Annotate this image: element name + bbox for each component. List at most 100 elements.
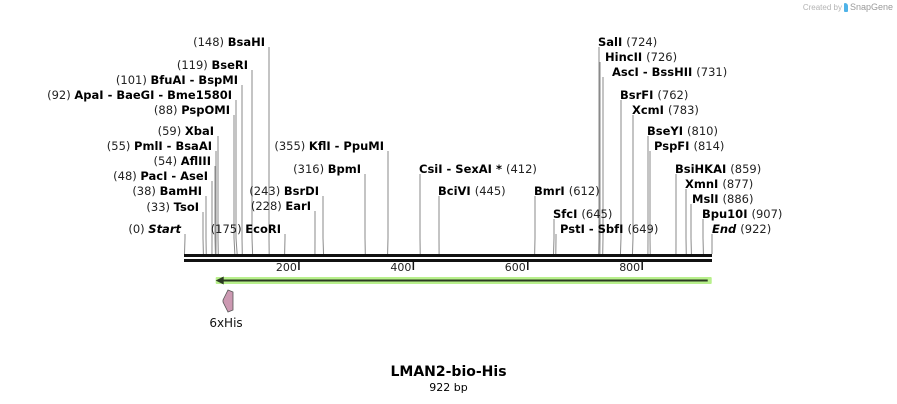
enzyme-site[interactable]: PstI - SbfI (649) (560, 222, 658, 236)
enzyme-label: CsiI - SexAI * (412) (419, 162, 537, 176)
his-tag-feature[interactable] (222, 289, 234, 313)
enzyme-site[interactable]: AscI - BssHII (731) (612, 65, 727, 79)
enzyme-site[interactable]: XmnI (877) (685, 177, 753, 191)
enzyme-label: (355) KflI - PpuMI (274, 139, 384, 153)
cut-site-line (184, 234, 186, 255)
cut-site-line (631, 115, 634, 255)
site-position: (355) (274, 139, 309, 153)
enzyme-site[interactable]: SalI (724) (598, 35, 657, 49)
enzyme-label: BsiHKAI (859) (675, 162, 761, 176)
enzyme-name: BseRI (211, 58, 248, 72)
enzyme-label: BmrI (612) (534, 184, 600, 198)
enzyme-site[interactable]: XcmI (783) (632, 103, 699, 117)
enzyme-site[interactable]: (316) BpmI (293, 162, 361, 176)
site-position: (175) (211, 222, 246, 236)
enzyme-site[interactable]: (92) ApaI - BaeGI - Bme1580I (47, 88, 232, 102)
enzyme-label: (38) BamHI (132, 184, 202, 198)
cut-site-line (235, 100, 238, 255)
site-position: (316) (293, 162, 328, 176)
enzyme-site[interactable]: BciVI (445) (438, 184, 506, 198)
site-position: (814) (693, 139, 724, 153)
snapgene-logo-icon (843, 2, 848, 12)
enzyme-name: BsrDI (284, 184, 319, 198)
enzyme-name: PmlI - BsaAI (134, 139, 212, 153)
sequence-title: LMAN2-bio-His (390, 364, 507, 380)
enzyme-site[interactable]: (33) TsoI (146, 200, 199, 214)
enzyme-site[interactable]: (101) BfuAI - BspMI (116, 73, 238, 87)
enzyme-site[interactable]: (48) PacI - AseI (113, 169, 208, 183)
enzyme-name: SalI (598, 35, 626, 49)
enzyme-site[interactable]: SfcI (645) (553, 207, 612, 221)
site-position: (0) (128, 222, 148, 236)
credit-prefix: Created by (802, 2, 842, 12)
site-position: (92) (47, 88, 74, 102)
enzyme-label: (54) AflIII (153, 154, 211, 168)
enzyme-site[interactable]: BseYI (810) (647, 124, 718, 138)
enzyme-site[interactable]: BsrFI (762) (620, 88, 688, 102)
his-tag-label: 6xHis (209, 316, 242, 330)
site-position: (243) (249, 184, 284, 198)
enzyme-site[interactable]: (355) KflI - PpuMI (274, 139, 384, 153)
ruler-tick-label: 400 (390, 261, 411, 274)
enzyme-label: BciVI (445) (438, 184, 506, 198)
enzyme-site[interactable]: MslI (886) (692, 192, 753, 206)
enzyme-site[interactable]: BsiHKAI (859) (675, 162, 761, 176)
site-position: (649) (627, 222, 658, 236)
enzyme-site[interactable]: (148) BsaHI (193, 35, 265, 49)
enzyme-label: (148) BsaHI (193, 35, 265, 49)
enzyme-name: End (712, 222, 740, 236)
enzyme-site[interactable]: PspFI (814) (654, 139, 724, 153)
enzyme-name: BmrI (534, 184, 569, 198)
enzyme-label: HincII (726) (605, 50, 677, 64)
enzyme-label: Bpu10I (907) (702, 207, 782, 221)
enzyme-label: (48) PacI - AseI (113, 169, 208, 183)
enzyme-name: BsaHI (228, 35, 265, 49)
enzyme-label: (119) BseRI (177, 58, 248, 72)
enzyme-site[interactable]: CsiI - SexAI * (412) (419, 162, 537, 176)
enzyme-site[interactable]: End (922) (712, 222, 771, 236)
enzyme-name: BsrFI (620, 88, 657, 102)
enzyme-label: AscI - BssHII (731) (612, 65, 727, 79)
enzyme-name: BseYI (647, 124, 687, 138)
site-position: (412) (506, 162, 537, 176)
site-position: (59) (158, 124, 185, 138)
enzyme-name: BpmI (328, 162, 361, 176)
ruler-tick-label: 800 (619, 261, 640, 274)
site-position: (228) (251, 199, 286, 213)
enzyme-name: BciVI (438, 184, 475, 198)
sequence-length: 922 bp (429, 381, 468, 394)
site-position: (726) (646, 50, 677, 64)
enzyme-label: BsrFI (762) (620, 88, 688, 102)
ruler-tick-label: 600 (505, 261, 526, 274)
enzyme-label: (88) PspOMI (154, 103, 230, 117)
enzyme-site[interactable]: (175) EcoRI (211, 222, 281, 236)
site-position: (445) (475, 184, 506, 198)
enzyme-site[interactable]: (228) EarI (251, 199, 311, 213)
enzyme-label: (175) EcoRI (211, 222, 281, 236)
enzyme-site[interactable]: Bpu10I (907) (702, 207, 782, 221)
site-position: (810) (687, 124, 718, 138)
enzyme-site[interactable]: (54) AflIII (153, 154, 211, 168)
site-position: (101) (116, 73, 151, 87)
site-position: (877) (722, 177, 753, 191)
enzyme-site[interactable]: (88) PspOMI (154, 103, 230, 117)
ruler-tick-label: 200 (276, 261, 297, 274)
enzyme-site[interactable]: BmrI (612) (534, 184, 600, 198)
enzyme-name: ApaI - BaeGI - Bme1580I (74, 88, 232, 102)
enzyme-site[interactable]: (59) XbaI (158, 124, 214, 138)
enzyme-site[interactable]: (243) BsrDI (249, 184, 319, 198)
sequence-backbone (184, 254, 712, 262)
site-position: (48) (113, 169, 140, 183)
enzyme-label: SalI (724) (598, 35, 657, 49)
enzyme-label: (59) XbaI (158, 124, 214, 138)
site-position: (612) (569, 184, 600, 198)
enzyme-name: XbaI (185, 124, 214, 138)
enzyme-site[interactable]: HincII (726) (605, 50, 677, 64)
enzyme-label: PstI - SbfI (649) (560, 222, 658, 236)
enzyme-name: SfcI (553, 207, 581, 221)
enzyme-site[interactable]: (38) BamHI (132, 184, 202, 198)
enzyme-site[interactable]: (119) BseRI (177, 58, 248, 72)
enzyme-site[interactable]: (55) PmlI - BsaAI (107, 139, 212, 153)
enzyme-site[interactable]: (0) Start (128, 222, 181, 236)
